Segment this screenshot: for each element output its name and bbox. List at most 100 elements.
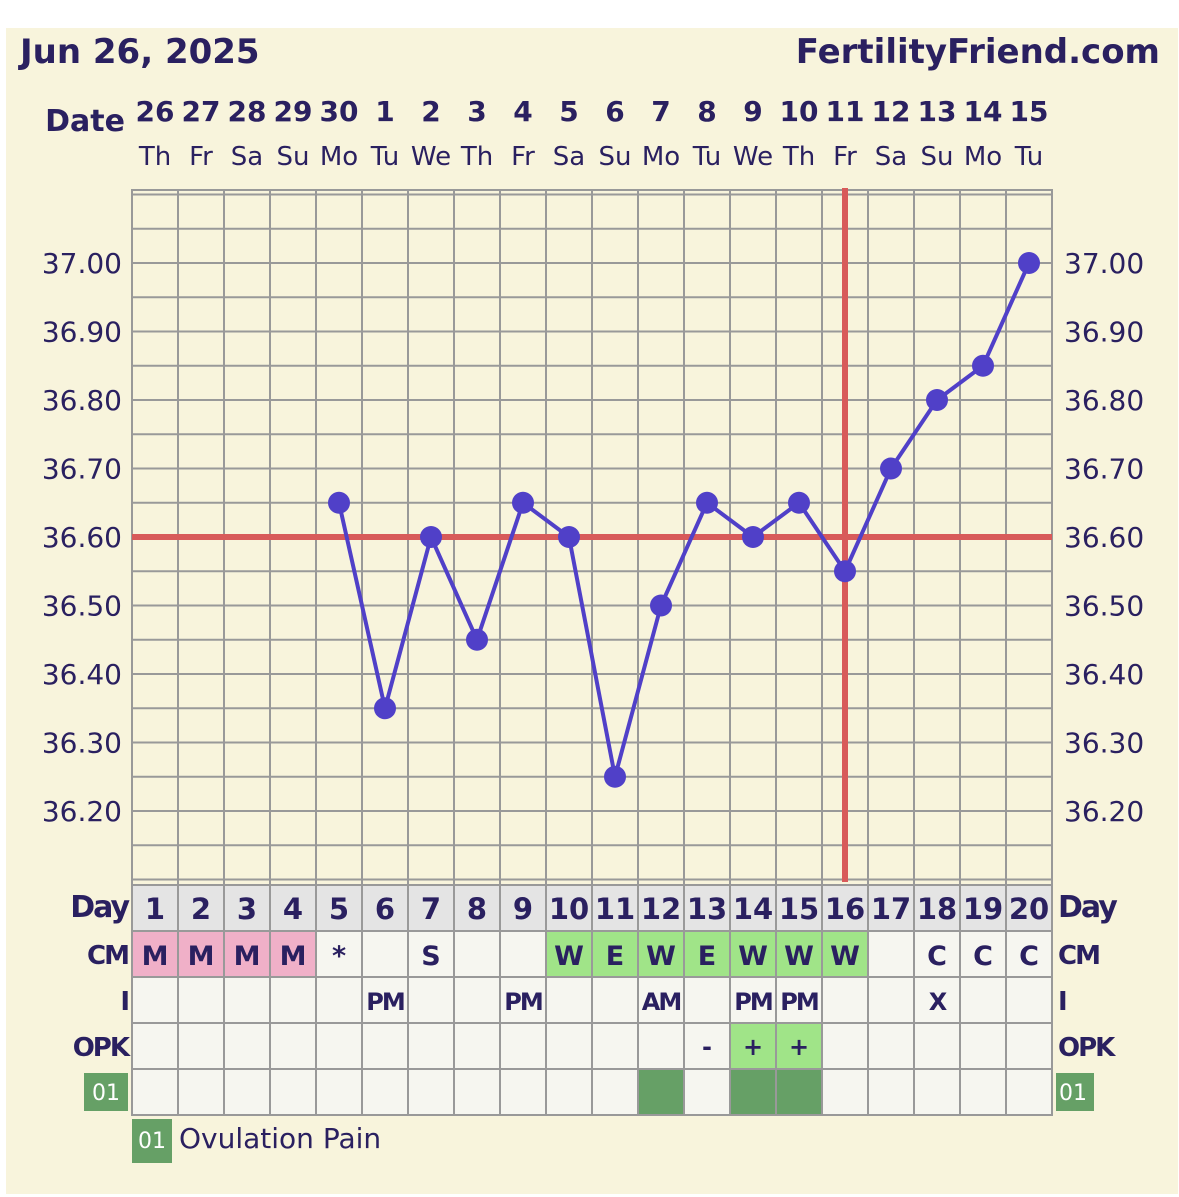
y-tick-right: 36.80 — [1064, 384, 1144, 417]
weekday-label-11: Su — [599, 142, 632, 172]
symptom-cell — [131, 1068, 179, 1116]
weekday-label-20: Tu — [1014, 142, 1043, 172]
y-tick-left: 36.30 — [42, 727, 122, 760]
temperature-point — [880, 457, 902, 480]
i-cell — [959, 976, 1007, 1024]
i-cell — [683, 976, 731, 1024]
opk-value: + — [743, 1033, 763, 1061]
weekday-label-12: Mo — [642, 142, 680, 172]
y-tick-right: 36.60 — [1064, 521, 1144, 554]
legend-swatch — [132, 1119, 172, 1163]
cm-value: S — [421, 941, 440, 972]
day-number: 6 — [375, 892, 395, 926]
i-cell — [223, 976, 271, 1024]
opk-cell — [683, 1022, 731, 1070]
cm-cell — [867, 930, 915, 978]
cm-cell — [821, 930, 869, 978]
intercourse-value: PM — [734, 988, 772, 1016]
symptom-cell — [407, 1068, 455, 1116]
i-cell — [361, 976, 409, 1024]
row-label-left: OPK — [73, 1033, 131, 1063]
i-cell — [453, 976, 501, 1024]
opk-cell — [361, 1022, 409, 1070]
day-number: 20 — [1009, 892, 1049, 926]
intercourse-value: PM — [366, 988, 404, 1016]
weekday-label-1: Th — [138, 142, 171, 172]
y-tick-right: 36.70 — [1064, 453, 1144, 486]
y-tick-right: 36.20 — [1064, 795, 1144, 828]
opk-cell — [959, 1022, 1007, 1070]
date-label-10: 5 — [559, 95, 578, 128]
symptom-cell — [683, 1068, 731, 1116]
y-tick-left: 36.20 — [42, 795, 122, 828]
i-cell — [269, 976, 317, 1024]
cm-value: E — [698, 941, 716, 972]
weekday-label-10: Sa — [553, 142, 585, 172]
date-label-20: 15 — [1010, 95, 1049, 128]
day-number: 18 — [917, 892, 957, 926]
date-label-8: 3 — [467, 95, 486, 128]
symptom-cell — [315, 1068, 363, 1116]
i-cell — [913, 976, 961, 1024]
symptom-cell — [913, 1068, 961, 1116]
day-number: 9 — [513, 892, 533, 926]
temperature-point — [696, 491, 718, 514]
y-tick-left: 36.60 — [42, 521, 122, 554]
date-label: Date — [45, 104, 125, 139]
row-label-left: I — [120, 987, 128, 1017]
date-label-11: 6 — [605, 95, 624, 128]
day-number: 12 — [641, 892, 681, 926]
date-label-1: 26 — [136, 95, 175, 128]
day-cell — [867, 884, 915, 932]
symptom-code-left: 01 — [92, 1081, 120, 1106]
day-number: 13 — [687, 892, 727, 926]
symptom-code-right-bg — [1056, 1073, 1094, 1111]
opk-cell — [269, 1022, 317, 1070]
weekday-label-18: Su — [921, 142, 954, 172]
day-number: 11 — [595, 892, 635, 926]
day-cell — [315, 884, 363, 932]
weekday-label-9: Fr — [511, 142, 535, 172]
symptom-cell — [775, 1068, 823, 1116]
temperature-point — [558, 526, 580, 548]
symptom-cell — [499, 1068, 547, 1116]
cm-value: C — [927, 941, 947, 972]
symptom-cell — [959, 1068, 1007, 1116]
weekday-label-15: Th — [782, 142, 815, 172]
weekday-label-17: Sa — [875, 142, 907, 172]
legend-label: Ovulation Pain — [179, 1122, 381, 1155]
date-label-6: 1 — [375, 95, 394, 128]
day-number: 8 — [467, 892, 487, 926]
day-number: 15 — [779, 892, 819, 926]
y-tick-right: 36.90 — [1064, 316, 1144, 349]
intercourse-value: PM — [504, 988, 542, 1016]
date-label-13: 8 — [697, 95, 716, 128]
cm-value: W — [738, 941, 768, 972]
symptom-cell — [223, 1068, 271, 1116]
temperature-point — [650, 594, 672, 617]
day-number: 4 — [283, 892, 303, 926]
opk-cell — [591, 1022, 639, 1070]
weekday-label-6: Tu — [370, 142, 399, 172]
i-cell — [821, 976, 869, 1024]
cm-value: W — [830, 941, 860, 972]
y-tick-right: 36.40 — [1064, 658, 1144, 691]
opk-value: + — [789, 1033, 809, 1061]
row-label-right: I — [1058, 987, 1066, 1017]
day-number: 19 — [963, 892, 1003, 926]
day-cell — [131, 884, 179, 932]
date-label-7: 2 — [421, 95, 440, 128]
date-label-2: 27 — [182, 95, 221, 128]
date-label-9: 4 — [513, 95, 532, 128]
cm-value: M — [234, 941, 261, 972]
opk-cell — [913, 1022, 961, 1070]
opk-cell — [499, 1022, 547, 1070]
symptom-cell — [821, 1068, 869, 1116]
symptom-cell — [361, 1068, 409, 1116]
cm-value: * — [332, 941, 346, 972]
cm-value: W — [646, 941, 676, 972]
weekday-label-5: Mo — [320, 142, 358, 172]
day-number: 10 — [549, 892, 589, 926]
